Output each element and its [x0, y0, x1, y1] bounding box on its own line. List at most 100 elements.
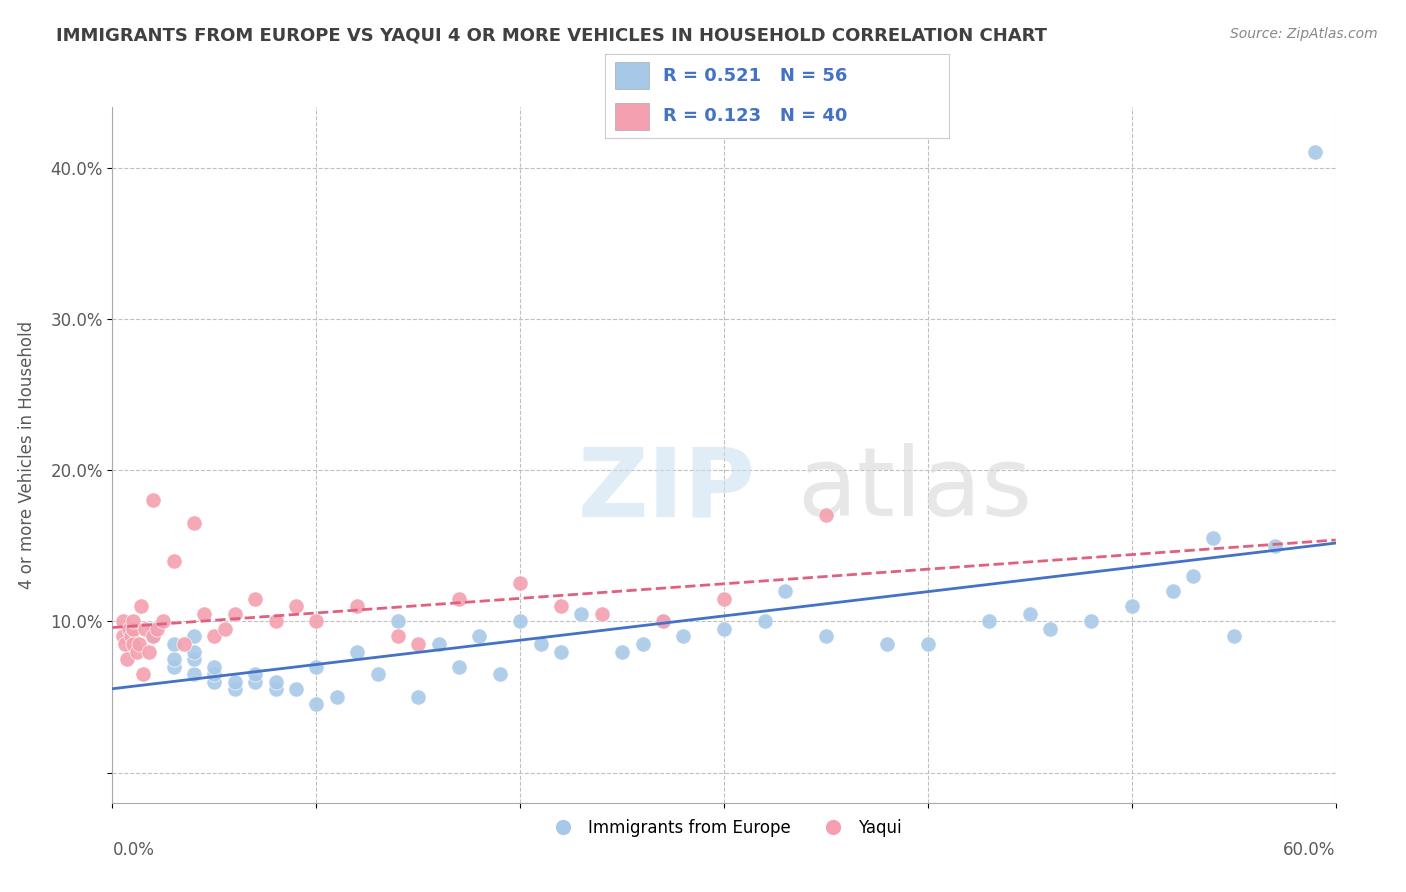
Point	[509, 615, 531, 629]
Text: ZIP: ZIP	[578, 443, 755, 536]
Point	[204, 674, 226, 689]
Point	[305, 615, 328, 629]
Point	[214, 622, 236, 636]
Point	[163, 554, 186, 568]
Point	[204, 659, 226, 673]
FancyBboxPatch shape	[614, 103, 650, 130]
Point	[163, 659, 186, 673]
Point	[118, 622, 141, 636]
Point	[163, 652, 186, 666]
Point	[713, 591, 735, 606]
Point	[550, 644, 572, 658]
Point	[245, 674, 267, 689]
Point	[346, 644, 368, 658]
Point	[245, 591, 267, 606]
Point	[183, 629, 205, 643]
Point	[305, 698, 328, 712]
Text: IMMIGRANTS FROM EUROPE VS YAQUI 4 OR MORE VEHICLES IN HOUSEHOLD CORRELATION CHAR: IMMIGRANTS FROM EUROPE VS YAQUI 4 OR MOR…	[56, 27, 1047, 45]
FancyBboxPatch shape	[614, 62, 650, 89]
Point	[284, 599, 308, 614]
Point	[1121, 599, 1143, 614]
Point	[550, 599, 572, 614]
Point	[917, 637, 939, 651]
Point	[610, 644, 633, 658]
Point	[142, 622, 165, 636]
Point	[111, 615, 134, 629]
Text: atlas: atlas	[797, 443, 1032, 536]
Point	[132, 667, 155, 681]
Point	[224, 674, 246, 689]
Point	[173, 637, 195, 651]
Point	[489, 667, 512, 681]
Point	[408, 637, 430, 651]
Point	[1018, 607, 1040, 621]
Point	[125, 644, 148, 658]
Point	[204, 667, 226, 681]
Point	[529, 637, 551, 651]
Point	[631, 637, 654, 651]
Point	[114, 637, 136, 651]
Point	[122, 637, 145, 651]
Point	[346, 599, 368, 614]
Point	[1264, 539, 1286, 553]
Point	[111, 629, 134, 643]
Point	[326, 690, 349, 704]
Point	[152, 615, 174, 629]
Point	[142, 629, 165, 643]
Point	[876, 637, 898, 651]
Point	[591, 607, 613, 621]
Point	[387, 615, 409, 629]
Point	[815, 508, 838, 523]
Point	[264, 674, 287, 689]
Point	[224, 682, 246, 697]
Point	[1161, 584, 1184, 599]
Point	[146, 622, 169, 636]
Point	[183, 667, 205, 681]
Point	[979, 615, 1001, 629]
Point	[1080, 615, 1102, 629]
Point	[142, 493, 165, 508]
Point	[468, 629, 491, 643]
Text: R = 0.123   N = 40: R = 0.123 N = 40	[664, 107, 848, 125]
Point	[183, 652, 205, 666]
Point	[652, 615, 675, 629]
Point	[652, 615, 675, 629]
Point	[245, 667, 267, 681]
Text: Source: ZipAtlas.com: Source: ZipAtlas.com	[1230, 27, 1378, 41]
Point	[134, 622, 156, 636]
Point	[122, 622, 145, 636]
Point	[1039, 622, 1062, 636]
Point	[447, 659, 470, 673]
Point	[115, 652, 138, 666]
Y-axis label: 4 or more Vehicles in Household: 4 or more Vehicles in Household	[18, 321, 37, 589]
Point	[129, 599, 152, 614]
Point	[509, 576, 531, 591]
Legend: Immigrants from Europe, Yaqui: Immigrants from Europe, Yaqui	[540, 812, 908, 843]
Point	[264, 682, 287, 697]
Point	[366, 667, 388, 681]
Point	[754, 615, 776, 629]
Point	[122, 615, 145, 629]
Point	[183, 644, 205, 658]
Point	[183, 516, 205, 530]
Point	[713, 622, 735, 636]
Text: 0.0%: 0.0%	[112, 841, 155, 859]
Point	[1223, 629, 1246, 643]
Point	[571, 607, 593, 621]
Point	[775, 584, 797, 599]
Point	[128, 637, 150, 651]
Point	[284, 682, 308, 697]
Point	[264, 615, 287, 629]
Point	[224, 607, 246, 621]
Point	[142, 629, 165, 643]
Point	[408, 690, 430, 704]
Point	[1181, 569, 1204, 583]
Point	[447, 591, 470, 606]
Point	[193, 607, 215, 621]
Point	[122, 637, 145, 651]
Point	[163, 637, 186, 651]
Point	[138, 644, 160, 658]
Point	[815, 629, 838, 643]
Point	[120, 629, 142, 643]
Point	[1305, 145, 1327, 160]
